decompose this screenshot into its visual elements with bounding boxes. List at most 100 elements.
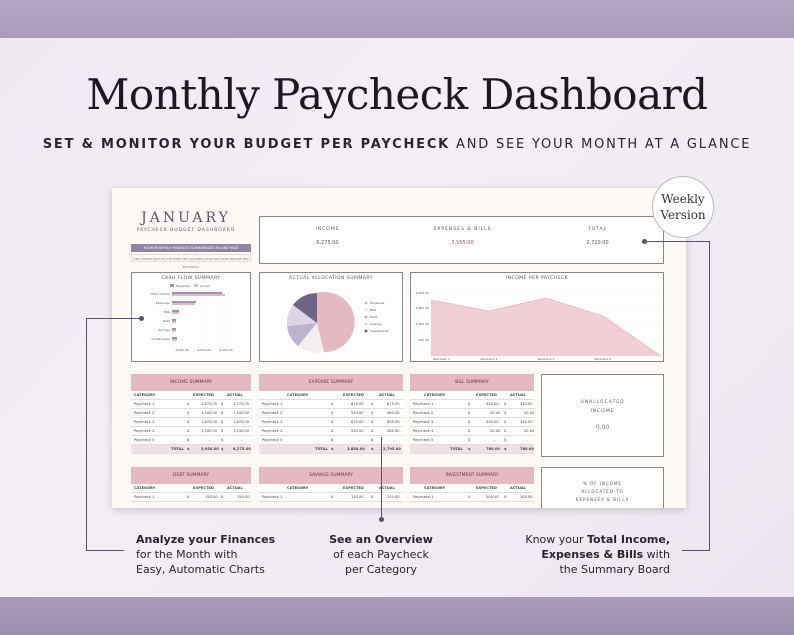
cell: $	[504, 420, 507, 424]
entry-note: ONLY ENTER DATA IN THE EXPECTED COLUMN (…	[131, 254, 251, 269]
col-expected: EXPECTED	[343, 393, 364, 397]
investment-summary-table: INVESTMENT SUMMARY CATEGORY EXPECTED ACTUA…	[410, 467, 534, 502]
col-category: CATEGORY	[424, 393, 446, 397]
cell: 330.00	[520, 402, 533, 406]
cell: Paycheck 1	[262, 495, 283, 499]
page-title: Monthly Paycheck Dashboard	[86, 70, 708, 119]
table-row: Paycheck 4 $550.00 $460.00	[259, 427, 403, 436]
cell: 330.00	[486, 402, 499, 406]
callout-summary-bold2: Expenses & Bills	[541, 548, 644, 561]
callout-charts-line3: Easy, Automatic Charts	[136, 563, 265, 576]
x-tick: Paycheck 4	[595, 357, 612, 361]
cell: $	[468, 420, 471, 424]
bar	[172, 337, 177, 339]
cell: 895.00	[387, 420, 400, 424]
cat-label: Savings	[158, 328, 170, 332]
bottom-frame	[0, 597, 794, 635]
col-category: CATEGORY	[134, 393, 156, 397]
unallocated-line1: UNALLOCATED	[580, 400, 625, 405]
cell: 1,450.00	[233, 411, 250, 415]
cat-label: Expenses	[156, 301, 171, 305]
legend-dot	[364, 329, 368, 333]
total-row: TOTAL $5,950.00 $6,275.00	[131, 445, 251, 454]
dashboard-label: PAYCHECK BUDGET DASHBOARD	[136, 228, 236, 233]
cell: $	[221, 447, 224, 451]
tick-label: 4,000.00	[197, 348, 210, 352]
cell: Paycheck 4	[413, 429, 434, 433]
table-header-row: CATEGORY EXPECTED ACTUAL	[259, 391, 403, 400]
legend-actual-label: Actual	[200, 284, 210, 288]
cell: 50.00	[524, 429, 535, 433]
cell: $	[221, 429, 224, 433]
connector-left-h	[86, 318, 141, 319]
table-row: Paycheck 3 $330.00 $330.00	[410, 418, 534, 427]
legend-dot	[364, 315, 368, 319]
cell: 2,795.00	[383, 447, 401, 451]
grand-total: TOTAL 2,720.00	[530, 227, 665, 246]
col-expected: EXPECTED	[476, 393, 497, 397]
total-row: TOTAL $760.00 $760.00	[410, 445, 534, 454]
callout-overview-line2: of each Paycheck	[333, 548, 429, 561]
table-row: Paycheck 5 $ - $ -	[410, 436, 534, 445]
col-expected: EXPECTED	[343, 486, 364, 490]
cell: 1,235.00	[233, 429, 250, 433]
col-expected: EXPECTED	[193, 486, 214, 490]
callout-summary-pre: Know your	[525, 533, 588, 546]
unallocated-label: UNALLOCATED INCOME	[542, 398, 663, 416]
connector-right-h2	[682, 550, 710, 551]
cell: 330.00	[486, 420, 499, 424]
cell: Paycheck 3	[413, 420, 434, 424]
y-tick: 2,000.00	[416, 291, 429, 295]
cell: 460.00	[387, 429, 400, 433]
income-area-plot: 2,000.00 1,500.00 1,000.00 500.00 Payche…	[416, 291, 662, 361]
bill-summary-title: BILL SUMMARY	[410, 374, 534, 391]
cell: Paycheck 1	[134, 495, 155, 499]
cell: TOTAL	[171, 447, 184, 451]
income-summary-table: INCOME SUMMARY CATEGORY EXPECTED ACTUAL Pa…	[131, 374, 251, 454]
col-actual: ACTUAL	[379, 486, 395, 490]
cell: $	[187, 411, 190, 415]
callout-charts-line2: for the Month with	[136, 548, 238, 561]
summary-board: INCOME 6,275.00 EXPENSES & BILLS 3,555.0…	[259, 216, 664, 264]
legend-actual-swatch	[194, 284, 198, 287]
cat-label: Debt	[163, 319, 171, 323]
cell: $	[331, 495, 334, 499]
tick-label: 6,000.00	[219, 348, 232, 352]
table-row: Paycheck 1 $200.00 $200.00	[410, 493, 534, 502]
month-title: JANUARY	[141, 210, 231, 226]
cell: $	[468, 438, 471, 442]
income-summary-title: INCOME SUMMARY	[131, 374, 251, 391]
unallocated-line2: INCOME	[590, 409, 615, 414]
percent-allocated-label: % OF INCOME ALLOCATED TO EXPENSES & BILLS	[542, 480, 663, 504]
grand-total-label: TOTAL	[587, 227, 608, 232]
cell: $	[221, 495, 224, 499]
cell: -	[241, 438, 243, 442]
col-actual: ACTUAL	[379, 393, 395, 397]
callout-summary-bold1: Total Income,	[587, 533, 670, 546]
cell: -	[359, 438, 361, 442]
connector-right-h	[644, 241, 710, 242]
income-total-label: INCOME	[315, 227, 340, 232]
callout-charts-bold: Analyze your Finances	[136, 533, 276, 546]
legend-label: Investments	[370, 329, 389, 333]
col-actual: ACTUAL	[510, 486, 526, 490]
cat-label: Investments	[151, 337, 170, 341]
bar	[172, 294, 225, 296]
cell: -	[393, 438, 395, 442]
cash-flow-chart: CASH FLOW SUMMARY Expected Actual Total …	[131, 272, 251, 362]
cell: $	[331, 438, 334, 442]
x-tick: Paycheck 3	[538, 357, 555, 361]
connector-right-v	[709, 241, 710, 550]
y-tick: 500.00	[419, 338, 430, 342]
savings-summary-title: SAVINGS SUMMARY	[259, 467, 403, 484]
dashboard-sheet: JANUARY PAYCHECK BUDGET DASHBOARD YOUR M…	[112, 188, 686, 508]
debt-summary-table: DEBT SUMMARY CATEGORY EXPECTED ACTUAL Payc…	[131, 467, 251, 502]
cell: $	[187, 447, 190, 451]
cell: TOTAL	[450, 447, 463, 451]
cell: 1,875.00	[201, 420, 218, 424]
expenses-total-label: EXPENSES & BILLS	[433, 227, 492, 232]
bill-summary-table: BILL SUMMARY CATEGORY EXPECTED ACTUAL Payc…	[410, 374, 534, 454]
cell: Paycheck 4	[134, 429, 155, 433]
cell: Paycheck 4	[262, 429, 283, 433]
col-actual: ACTUAL	[227, 486, 243, 490]
